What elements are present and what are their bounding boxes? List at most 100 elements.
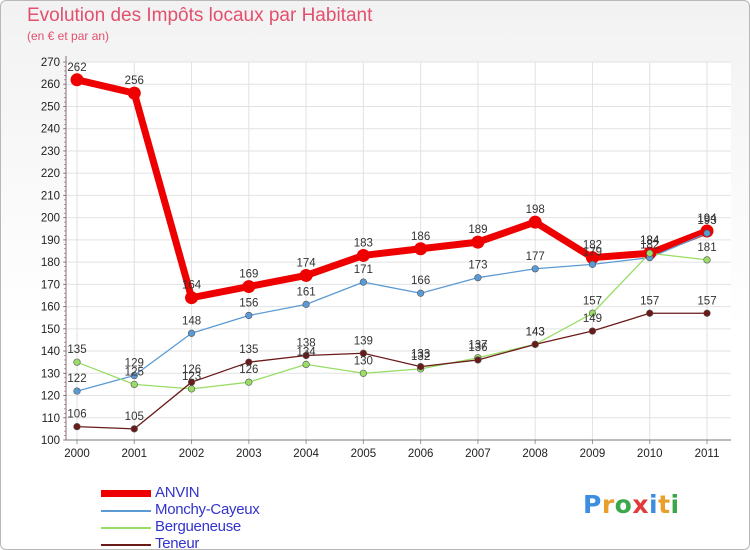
data-point	[474, 356, 482, 364]
legend-label: Monchy-Cayeux	[155, 501, 260, 518]
logo-letter: i	[670, 490, 680, 519]
data-label: 126	[182, 364, 201, 376]
data-label: 256	[125, 75, 144, 87]
data-label: 161	[296, 286, 315, 298]
y-tick-label: 150	[41, 324, 60, 336]
y-tick-label: 160	[41, 302, 60, 314]
data-label: 183	[354, 237, 373, 249]
data-point	[187, 385, 196, 393]
x-tick-label: 2001	[121, 448, 147, 460]
data-label: 133	[411, 349, 430, 361]
data-point	[588, 309, 597, 317]
logo-letter: o	[614, 490, 633, 519]
data-point	[703, 256, 711, 264]
data-point	[646, 249, 654, 257]
data-label: 137	[468, 340, 487, 352]
data-label: 173	[468, 260, 487, 272]
data-label: 184	[640, 235, 660, 247]
data-point	[417, 289, 425, 297]
logo-letter: r	[601, 490, 615, 519]
series-line	[73, 76, 711, 302]
data-point	[70, 73, 84, 87]
legend-swatch	[101, 527, 151, 529]
data-point	[588, 260, 597, 268]
data-label: 198	[526, 204, 545, 216]
data-label: 181	[697, 242, 716, 254]
y-tick-label: 130	[41, 368, 60, 380]
data-label: 186	[411, 231, 430, 243]
data-label: 157	[697, 295, 716, 307]
data-label: 164	[182, 280, 202, 292]
data-point	[474, 274, 482, 282]
data-label: 157	[583, 295, 602, 307]
data-label: 130	[354, 355, 373, 367]
legend-swatch	[101, 544, 151, 546]
y-tick-label: 200	[41, 213, 60, 225]
data-point	[588, 327, 597, 335]
y-tick-label: 250	[41, 101, 60, 113]
data-label: 174	[296, 257, 316, 269]
y-tick-label: 190	[41, 235, 60, 247]
data-label: 106	[67, 409, 86, 421]
data-point	[703, 309, 711, 317]
data-label: 169	[239, 269, 258, 281]
data-label: 157	[640, 295, 659, 307]
y-tick-label: 240	[41, 124, 60, 136]
logo-letter: P	[583, 490, 602, 519]
data-label: 123	[182, 371, 201, 383]
data-point	[356, 248, 370, 262]
data-point	[531, 340, 539, 348]
data-point	[130, 380, 138, 389]
legend-swatch	[101, 490, 151, 497]
data-point	[73, 423, 81, 431]
y-tick-label: 220	[41, 168, 60, 180]
x-tick-label: 2006	[408, 448, 434, 460]
data-point	[242, 280, 256, 294]
y-tick-label: 210	[41, 190, 60, 202]
data-point	[73, 358, 81, 366]
x-tick-label: 2007	[465, 448, 491, 460]
logo-letter: x	[632, 490, 649, 519]
legend-label: ANVIN	[155, 484, 200, 501]
data-label: 136	[468, 342, 487, 354]
legend-swatch	[101, 510, 151, 512]
series-line	[76, 232, 708, 392]
x-tick-label: 2005	[351, 448, 377, 460]
data-point	[646, 309, 654, 317]
data-point	[130, 425, 138, 433]
data-label: 134	[296, 346, 316, 358]
data-label: 138	[296, 338, 315, 350]
data-label: 194	[697, 213, 717, 225]
x-tick-label: 2009	[580, 448, 606, 460]
y-tick-label: 100	[41, 435, 60, 447]
data-label: 166	[411, 275, 430, 287]
data-point	[245, 378, 253, 386]
data-label: 126	[239, 364, 258, 376]
data-point	[585, 251, 599, 265]
x-tick-label: 2011	[695, 448, 720, 460]
data-label: 129	[125, 358, 144, 370]
data-point	[187, 378, 196, 386]
logo-letter: t	[658, 490, 671, 519]
y-tick-label: 170	[41, 279, 60, 291]
y-tick-label: 110	[42, 413, 60, 425]
data-point	[359, 369, 367, 377]
legend-label: Bergueneuse	[155, 518, 241, 535]
data-label: 177	[526, 251, 545, 263]
data-label: 148	[182, 315, 201, 327]
data-label: 139	[354, 335, 373, 347]
series-line	[76, 312, 708, 430]
data-point	[245, 358, 253, 366]
data-label: 135	[239, 344, 258, 356]
data-point	[471, 235, 485, 249]
data-label: 149	[583, 313, 602, 325]
x-tick-label: 2003	[236, 448, 262, 460]
y-tick-label: 140	[41, 346, 60, 358]
data-label: 105	[125, 411, 144, 423]
data-label: 143	[526, 326, 545, 338]
y-tick-label: 120	[41, 391, 60, 403]
data-point	[414, 242, 428, 256]
data-point	[130, 371, 138, 380]
